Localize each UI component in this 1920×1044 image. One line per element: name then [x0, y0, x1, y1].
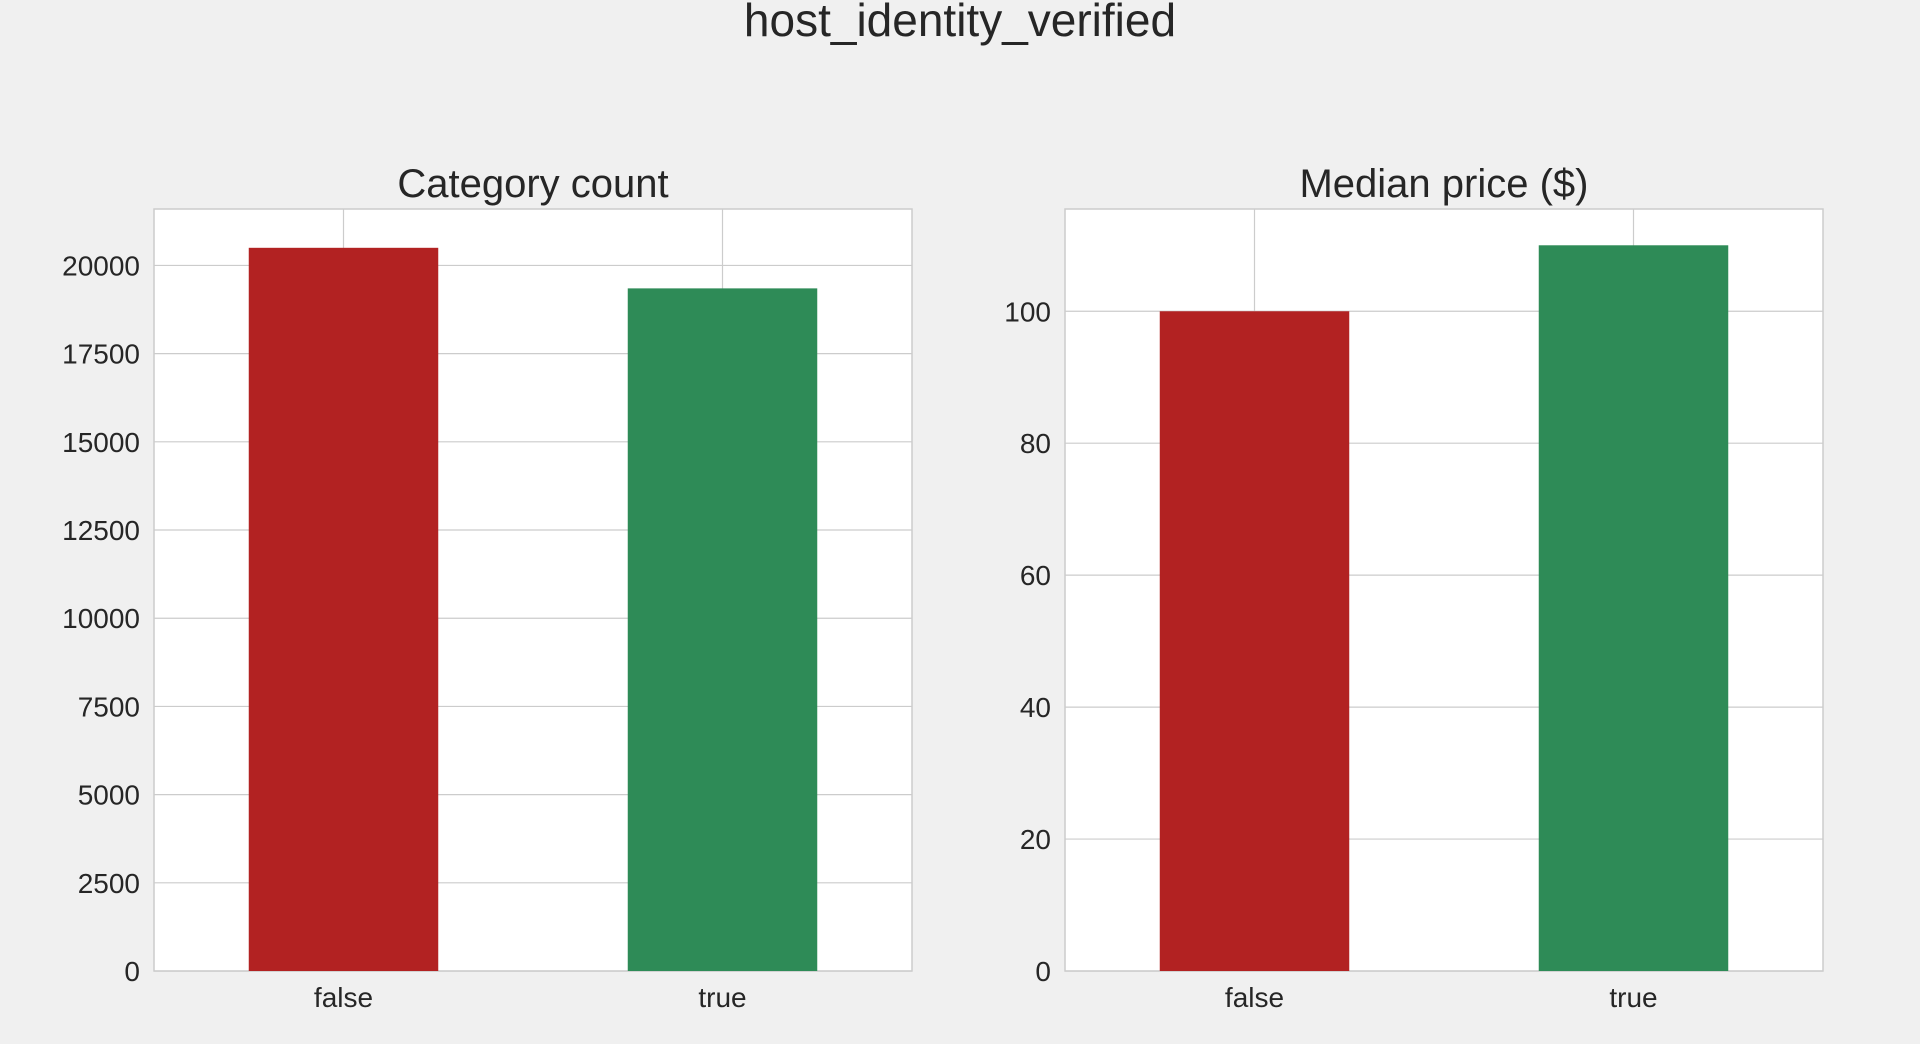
bar-true: [1538, 245, 1729, 972]
y-tick-label: 0: [1035, 956, 1051, 987]
y-tick-label: 17500: [62, 339, 140, 370]
x-tick-label: true: [698, 982, 746, 1013]
y-tick-label: 5000: [78, 780, 140, 811]
count-chart: 0 2500 5000 7500 10000 12500 15000 17500 20000 fa…: [62, 162, 913, 1013]
median-price-chart: 0 20 40 60 80 100 false true Median price ($): [1004, 162, 1824, 1013]
y-tick-label: 20000: [62, 250, 140, 281]
y-tick-label: 12500: [62, 515, 140, 546]
bar-true: [627, 288, 818, 971]
y-tick-label: 60: [1020, 560, 1051, 591]
figure-title: host_identity_verified: [743, 0, 1177, 46]
x-tick-label: false: [1225, 982, 1284, 1013]
y-tick-label: 10000: [62, 603, 140, 634]
bar-false: [248, 247, 439, 972]
y-tick-label: 40: [1020, 692, 1051, 723]
y-tick-label: 20: [1020, 824, 1051, 855]
y-tick-label: 80: [1020, 428, 1051, 459]
bar-false: [1159, 311, 1350, 971]
x-tick-label: false: [314, 982, 373, 1013]
x-tick-label: true: [1609, 982, 1657, 1013]
median-price-chart-title: Median price ($): [1299, 162, 1588, 206]
y-tick-label: 2500: [78, 868, 140, 899]
y-tick-label: 100: [1004, 296, 1051, 327]
count-chart-title: Category count: [397, 162, 668, 206]
y-tick-label: 7500: [78, 691, 140, 722]
y-tick-label: 0: [124, 956, 140, 987]
y-tick-label: 15000: [62, 427, 140, 458]
